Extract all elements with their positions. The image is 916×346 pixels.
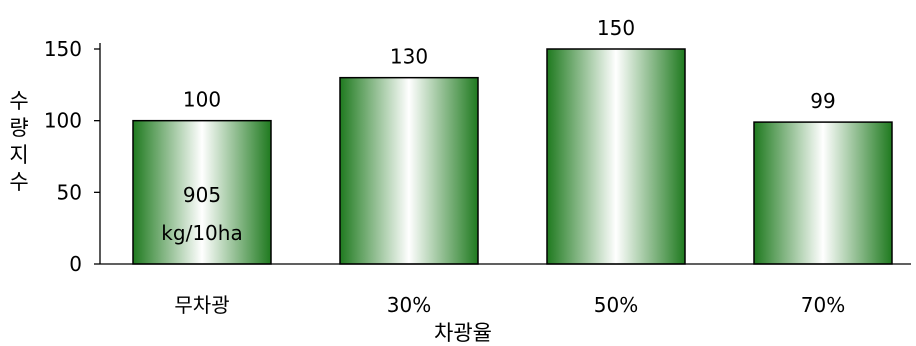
x-tick-label: 무차광: [174, 293, 229, 317]
y-axis-title-char: 지: [9, 143, 29, 167]
data-label: 150: [597, 16, 635, 40]
x-axis-title: 차광율: [434, 321, 492, 345]
y-axis-title-char: 량: [9, 116, 29, 140]
x-tick-label: 30%: [387, 293, 431, 317]
x-tick-label: 70%: [801, 293, 845, 317]
bar-annotation: 905: [183, 183, 221, 207]
bar: [132, 119, 272, 265]
y-tick-label: 100: [44, 109, 82, 133]
y-axis-title-char: 수: [9, 89, 29, 113]
bar: [753, 121, 893, 265]
bar: [546, 48, 686, 265]
y-tick-label: 50: [57, 180, 82, 204]
y-axis-title-char: 수: [9, 170, 29, 194]
y-axis-title: 수 량 지 수: [6, 88, 32, 196]
bar: [339, 76, 479, 265]
data-label: 130: [390, 45, 428, 69]
x-tick-label: 50%: [594, 293, 638, 317]
y-tick-label: 150: [44, 37, 82, 61]
data-label: 99: [810, 89, 835, 113]
data-label: 100: [183, 88, 221, 112]
bar-annotation: kg/10ha: [161, 221, 242, 245]
y-tick-label: 0: [69, 252, 82, 276]
